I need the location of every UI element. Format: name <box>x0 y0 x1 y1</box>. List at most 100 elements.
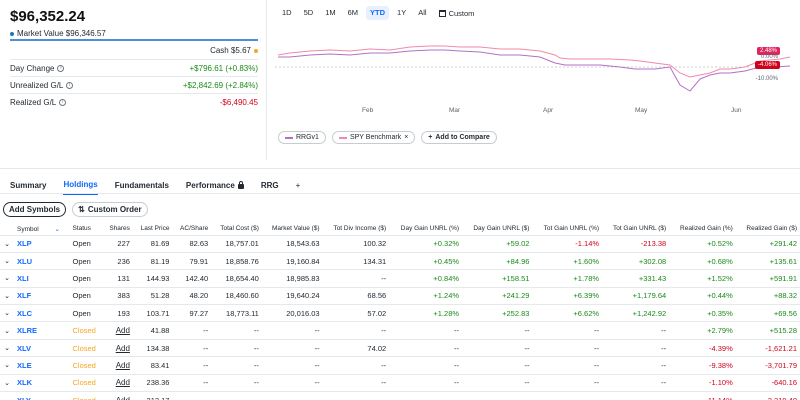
expand-row-chevron-icon[interactable]: ⌄ <box>0 252 14 271</box>
col-tot-gain-amt[interactable]: Tot Gain UNRL ($) <box>602 223 670 236</box>
table-row[interactable]: ⌄ XLRE Closed Add 41.88 -- -- -- -- -- -- -- -- +2.79… <box>0 321 800 340</box>
market-value: Market Value $96,346.57 <box>10 29 106 38</box>
cell-tgd: -- <box>602 321 670 340</box>
col-market-value[interactable]: Market Value ($) <box>261 223 323 236</box>
expand-row-chevron-icon[interactable]: ⌄ <box>0 235 14 253</box>
expand-row-chevron-icon[interactable]: ⌄ <box>0 269 14 288</box>
cell-dgd: -- <box>462 391 533 400</box>
custom-range-button[interactable]: Custom <box>435 6 479 20</box>
range-1d[interactable]: 1D <box>282 8 292 17</box>
table-row[interactable]: ⌄ XLK Closed Add 238.36 -- -- -- -- -- -- -- -- -1.10… <box>0 374 800 393</box>
symbol-link[interactable]: XLC <box>14 304 70 323</box>
unrealized-gl-label: Unrealized G/L <box>10 80 64 90</box>
tab-rrg[interactable]: RRG <box>260 181 279 190</box>
cell-tgp: +1.78% <box>532 269 603 288</box>
cell-rgp: -11.14% <box>669 391 736 400</box>
cell-rgp: +0.52% <box>669 235 736 253</box>
cell-dgp: +0.84% <box>389 269 463 288</box>
table-row[interactable]: ⌄ XLE Closed Add 83.41 -- -- -- -- -- -- -- -- -9.38%… <box>0 356 800 375</box>
table-row[interactable]: ⌄XLYClosedAdd212.17-----------------11.1… <box>0 391 800 400</box>
month-label-jun: Jun <box>731 107 742 114</box>
benchmark-legend[interactable]: SPY Benchmark × <box>331 131 416 144</box>
table-row[interactable]: ⌄ XLU Open 236 81.19 79.91 18,858.76 19,160.84 1… <box>0 252 800 271</box>
table-row[interactable]: ⌄ XLP Open 227 81.69 82.63 18,757.01 18,543.63 1… <box>0 235 800 253</box>
expand-row-chevron-icon[interactable]: ⌄ <box>0 321 14 340</box>
table-row[interactable]: ⌄ XLI Open 131 144.93 142.40 18,654.40 18,985.8… <box>0 269 800 288</box>
cell-tgd: +1,242.92 <box>602 304 670 323</box>
info-icon[interactable]: i <box>59 98 67 106</box>
portfolio-legend[interactable]: RRGv1 <box>278 131 326 144</box>
month-label-feb: Feb <box>362 107 374 114</box>
symbol-link[interactable]: XLF <box>14 287 70 306</box>
col-day-gain-pct[interactable]: Day Gain UNRL (%) <box>389 223 463 236</box>
add-tab-button[interactable]: + <box>295 181 301 190</box>
custom-order-button[interactable]: ⇅ Custom Order <box>72 202 148 217</box>
expand-row-chevron-icon[interactable]: ⌄ <box>0 339 14 358</box>
symbol-link[interactable]: XLV <box>14 339 70 358</box>
cell-tgp: +6.62% <box>532 304 603 323</box>
cell-mv: 20,016.03 <box>261 304 323 323</box>
add-shares-link[interactable]: Add <box>102 374 133 393</box>
tab-holdings[interactable]: Holdings <box>63 180 98 195</box>
range-all[interactable]: All <box>418 8 427 17</box>
plus-icon: + <box>428 134 433 141</box>
tab-summary[interactable]: Summary <box>10 181 47 190</box>
symbol-link[interactable]: XLP <box>14 235 70 253</box>
col-shares[interactable]: Shares <box>102 223 133 236</box>
symbol-link[interactable]: XLI <box>14 269 70 288</box>
info-icon[interactable]: i <box>66 81 74 89</box>
add-symbols-button[interactable]: Add Symbols <box>3 202 67 217</box>
performance-chart[interactable] <box>270 25 800 125</box>
add-shares-link[interactable]: Add <box>102 391 133 400</box>
table-row[interactable]: ⌄ XLF Open 383 51.28 48.20 18,460.60 19,640.24 6… <box>0 287 800 306</box>
col-div-income[interactable]: Tot Div Income ($) <box>322 223 390 236</box>
col-last-price[interactable]: Last Price <box>132 223 173 236</box>
cell-last: 41.88 <box>132 321 173 340</box>
symbol-link[interactable]: XLK <box>14 374 70 393</box>
cell-div: -- <box>322 356 390 375</box>
add-shares-link[interactable]: Add <box>102 339 133 358</box>
symbol-link[interactable]: XLRE <box>14 321 70 340</box>
add-to-compare-button[interactable]: + Add to Compare <box>421 131 497 144</box>
cell-ac: -- <box>172 321 212 340</box>
cell-last: 81.19 <box>132 252 173 271</box>
add-shares-link[interactable]: Add <box>102 356 133 375</box>
tab-fundamentals[interactable]: Fundamentals <box>114 181 169 190</box>
market-value-dot-icon <box>10 31 14 36</box>
range-1y[interactable]: 1Y <box>397 8 407 17</box>
col-total-cost[interactable]: Total Cost ($) <box>211 223 262 236</box>
expand-row-chevron-icon[interactable]: ⌄ <box>0 287 14 306</box>
expand-row-chevron-icon[interactable]: ⌄ <box>0 304 14 323</box>
unrealized-gl-row: Unrealized G/L i +$2,842.69 (+2.84%) <box>10 76 258 93</box>
info-icon[interactable]: i <box>57 64 65 72</box>
symbol-link[interactable]: XLE <box>14 356 70 375</box>
col-ac-share[interactable]: AC/Share <box>172 223 212 236</box>
range-6m[interactable]: 6M <box>347 8 359 17</box>
col-expand <box>0 223 14 236</box>
cell-last: 238.36 <box>132 374 173 393</box>
expand-row-chevron-icon[interactable]: ⌄ <box>0 374 14 393</box>
expand-row-chevron-icon[interactable]: ⌄ <box>0 391 14 400</box>
cell-dgp: -- <box>389 391 463 400</box>
range-5d[interactable]: 5D <box>303 8 314 17</box>
range-ytd[interactable]: YTD <box>366 6 390 20</box>
cell-div: -- <box>322 374 390 393</box>
col-day-gain-amt[interactable]: Day Gain UNRL ($) <box>462 223 533 236</box>
portfolio-total: $96,352.24 <box>10 8 86 25</box>
col-tot-gain-pct[interactable]: Tot Gain UNRL (%) <box>532 223 603 236</box>
expand-row-chevron-icon[interactable]: ⌄ <box>0 356 14 375</box>
cell-last: 51.28 <box>132 287 173 306</box>
table-row[interactable]: ⌄ XLV Closed Add 134.38 -- -- -- 74.02 -- -- -- -- -4… <box>0 339 800 358</box>
range-1m[interactable]: 1M <box>325 8 336 17</box>
col-symbol[interactable]: Symbol ⌄ <box>14 223 70 236</box>
symbol-link[interactable]: XLU <box>14 252 70 271</box>
cell-shares: 383 <box>102 287 133 306</box>
col-realized-pct[interactable]: Realized Gain (%) <box>669 223 736 236</box>
table-row[interactable]: ⌄ XLC Open 193 103.71 97.27 18,773.11 20,016.03… <box>0 304 800 323</box>
col-realized-amt[interactable]: Realized Gain ($) <box>735 223 800 236</box>
col-status[interactable]: Status <box>69 223 103 236</box>
add-shares-link[interactable]: Add <box>102 321 133 340</box>
close-icon[interactable]: × <box>404 134 409 141</box>
tab-performance[interactable]: Performance <box>186 180 244 195</box>
symbol-link[interactable]: XLY <box>14 391 70 400</box>
